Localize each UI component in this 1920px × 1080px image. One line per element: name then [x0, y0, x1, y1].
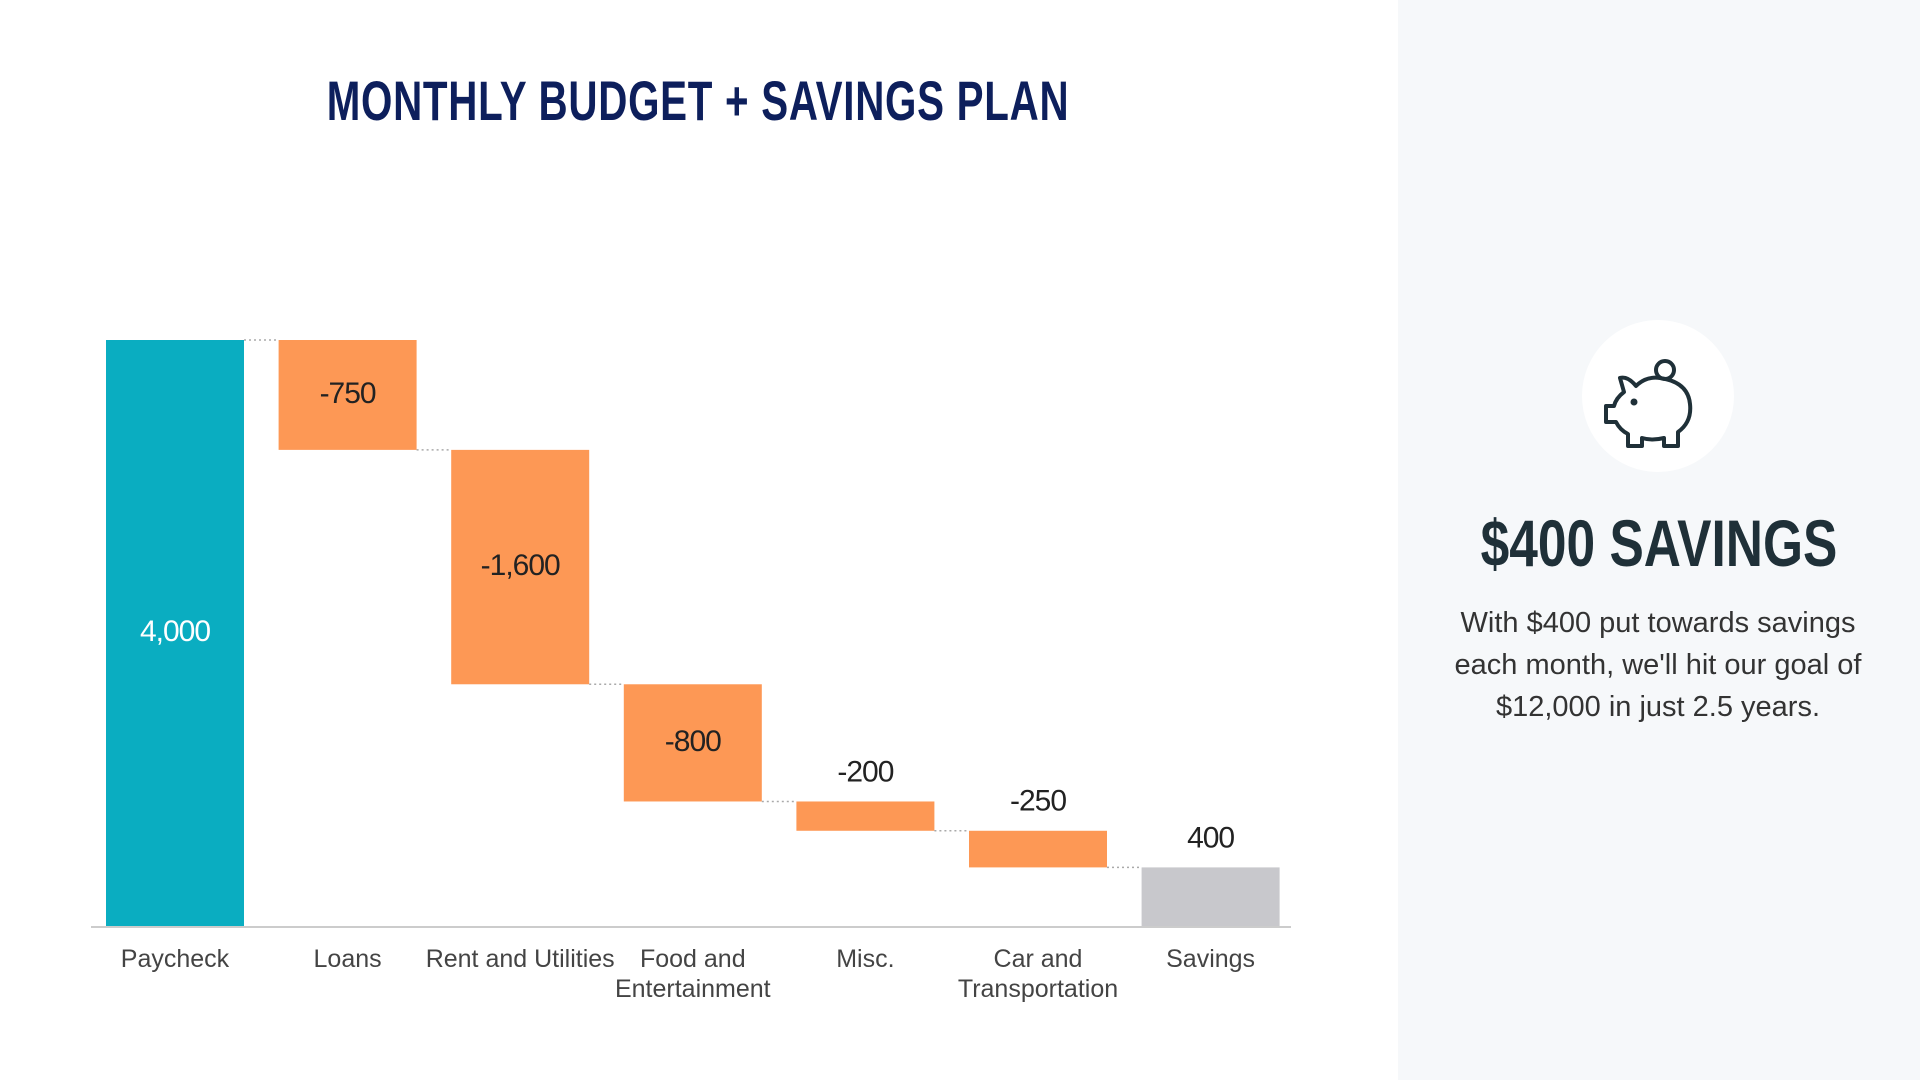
- x-tick-label: Car and Transportation: [957, 945, 1119, 1003]
- bar: [969, 830, 1107, 868]
- x-tick-label: Food and Entertainment: [614, 945, 771, 1003]
- value-label: -1,600: [481, 549, 560, 582]
- value-label: -250: [1010, 785, 1066, 818]
- icon-circle: [1582, 320, 1734, 472]
- x-tick-label: Loans: [313, 945, 382, 973]
- chart: 4,000 -750 -1,600 -800 -200 -250 400: [91, 339, 1291, 928]
- value-label: -200: [837, 755, 893, 788]
- panel-heading: $400 SAVINGS: [1480, 506, 1838, 580]
- bar: [1141, 867, 1280, 926]
- panel-body: With $400 put towards savings each month…: [1454, 607, 1862, 723]
- chart-title: MONTHLY BUDGET + SAVINGS PLAN: [326, 69, 1070, 132]
- x-tick-label: Savings: [1166, 945, 1256, 973]
- side-panel: $400 SAVINGS With $400 put towards savin…: [1398, 0, 1920, 1080]
- x-tick-label: Rent and Utilities: [425, 945, 615, 973]
- icon-layer: [1582, 320, 1734, 472]
- bar: [106, 340, 244, 926]
- value-label: -800: [665, 725, 721, 758]
- bar: [451, 449, 590, 685]
- bar: [623, 684, 762, 802]
- bar: [278, 340, 417, 450]
- bar: [796, 801, 935, 831]
- x-tick-label: Paycheck: [120, 945, 230, 973]
- value-label: 4,000: [140, 615, 210, 648]
- value-label: -750: [320, 377, 376, 410]
- x-tick-label: Misc.: [836, 945, 895, 973]
- value-label: 400: [1187, 821, 1234, 854]
- piggy-icon: [1604, 359, 1693, 448]
